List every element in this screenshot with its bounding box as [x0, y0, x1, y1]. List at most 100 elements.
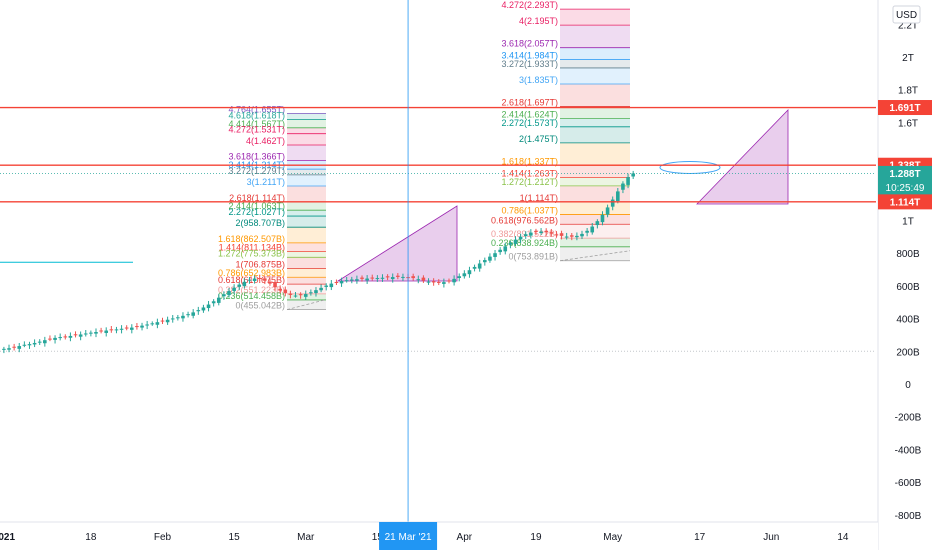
candle-body [83, 333, 88, 335]
y-axis-tick-label: 1.6T [898, 118, 918, 129]
candle [385, 274, 390, 281]
candle-body [119, 328, 124, 330]
candle-body [488, 256, 492, 261]
candle [559, 230, 564, 240]
currency-button[interactable]: USD [892, 5, 921, 24]
candle [523, 231, 528, 239]
candle-body [186, 314, 190, 316]
candle [539, 228, 543, 236]
candle-body [109, 329, 114, 331]
plot-area[interactable]: 4.764(1.655T)4.618(1.618T)4.414(1.567T)4… [0, 0, 876, 522]
candle [610, 196, 615, 211]
x-axis-background[interactable] [0, 522, 878, 550]
fib-trend-line [286, 299, 327, 310]
x-axis[interactable]: 2021 18 Feb 15 Mar 15 Apr 19 May 17 Jun 14 21 Mar '2… [0, 521, 878, 550]
candle-body [585, 230, 589, 233]
fib-level-label: 1.618(862.507B) [218, 234, 285, 244]
candle-body [150, 323, 155, 325]
fib-band [287, 127, 326, 134]
candle [355, 275, 359, 284]
candle [314, 287, 318, 297]
candle [421, 275, 426, 283]
candle-body [160, 320, 165, 322]
candle [488, 253, 492, 263]
candle [426, 278, 431, 285]
fib-extension-2[interactable]: 4.272(2.293T) 4(2.195T) 3.618(2.057T) 3.414… [491, 0, 631, 262]
fib-band [287, 133, 326, 145]
candle-body [477, 263, 482, 269]
candle [186, 311, 190, 318]
candle-body [257, 277, 262, 279]
candle [457, 273, 462, 282]
candle-body [73, 334, 78, 336]
fib-level-label: 4(2.195T) [519, 16, 558, 26]
fib-band [287, 210, 326, 217]
candle [513, 236, 518, 247]
candle-body [447, 280, 451, 282]
candle [390, 273, 395, 283]
candle-body [467, 270, 472, 275]
candle [529, 229, 533, 239]
candle-body [319, 287, 323, 291]
candle-body [135, 326, 139, 328]
candle-body [416, 279, 421, 281]
fib-trend-line [559, 250, 631, 262]
candle-body [564, 236, 569, 238]
crosshair-date-background [379, 522, 438, 550]
price-tag-background [878, 165, 932, 196]
forecast-triangle-1[interactable] [336, 205, 458, 282]
candle-body [580, 233, 584, 237]
candle [334, 279, 339, 286]
candle [585, 227, 589, 237]
candle [580, 230, 584, 240]
fib-extension-1[interactable]: 4.764(1.655T)4.618(1.618T)4.414(1.567T)4… [218, 104, 327, 311]
candle-body [518, 236, 523, 240]
candle-body [176, 317, 180, 319]
candle-body [48, 338, 52, 340]
candle [242, 278, 247, 289]
candle-body [216, 297, 221, 303]
y-axis-background[interactable] [878, 0, 932, 550]
candle [442, 278, 446, 288]
fib-level-label: 2.272(1.027T) [228, 207, 285, 217]
candle [130, 324, 134, 334]
fib-level-label: 1.414(811.134B) [219, 242, 285, 252]
candle-body [452, 278, 456, 283]
candle [278, 285, 282, 294]
candle-body [355, 279, 359, 281]
candle [181, 312, 185, 322]
candle [2, 346, 6, 354]
candle-body [130, 327, 134, 330]
candle-body [595, 221, 600, 226]
candle-body [575, 235, 579, 238]
x-axis-tick-label: 17 [694, 532, 706, 543]
candle [150, 321, 155, 326]
forecast-triangle-2[interactable] [696, 109, 789, 205]
y-axis[interactable]: 2.2T 2T 1.8T 1.6T 1T 800B 600B 400B 200B 0 -200B -4… [877, 0, 932, 550]
candle [155, 318, 160, 329]
candle [12, 343, 16, 351]
current-price-tag: 1.288T 10:25:49 [878, 165, 932, 196]
currency-button-frame[interactable] [892, 5, 921, 24]
candle-body [426, 281, 431, 283]
candle-body [462, 273, 467, 277]
fib-level-label: 3.414(1.984T) [501, 51, 558, 61]
candle-body [7, 348, 11, 350]
candle [37, 339, 42, 346]
fib-level-label: 0.236(514.458B) [218, 291, 285, 301]
bar-countdown: 10:25:49 [886, 183, 925, 194]
candle [396, 273, 400, 280]
candle [232, 284, 236, 295]
candle-body [457, 276, 462, 278]
candle-body [78, 334, 83, 337]
candle-body [94, 332, 98, 334]
fib-level-label: 0.618(610.675B) [218, 275, 285, 285]
candle-body [140, 325, 144, 328]
candle [569, 232, 574, 241]
fib-band [560, 67, 630, 84]
candle [263, 275, 267, 285]
fib-level-label: 0(455.042B) [235, 301, 285, 311]
fib-band [560, 238, 630, 247]
